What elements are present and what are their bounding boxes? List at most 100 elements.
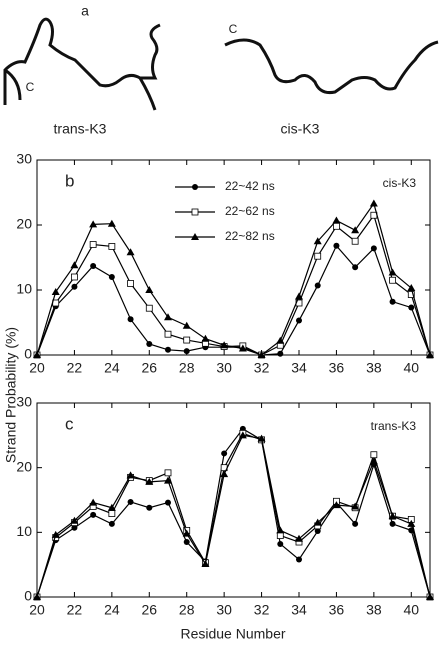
x-tick-label: 36: [329, 360, 345, 376]
marker: [238, 344, 247, 352]
marker: [70, 516, 79, 524]
legend-marker: [192, 184, 198, 190]
marker: [351, 237, 359, 245]
panel-label: a: [81, 3, 89, 19]
x-axis-label: Residue Number: [180, 626, 285, 642]
marker: [426, 593, 434, 600]
marker: [164, 330, 172, 338]
marker: [408, 304, 415, 311]
marker: [51, 287, 60, 295]
annotation: trans-K3: [371, 419, 417, 433]
legend-marker: [191, 233, 199, 240]
marker: [108, 510, 116, 517]
x-tick-label: 40: [403, 602, 419, 618]
y-tick-label: 20: [16, 216, 32, 232]
marker: [277, 350, 284, 357]
x-tick-label: 38: [366, 602, 382, 618]
marker: [108, 274, 115, 280]
cis-structure: [224, 38, 439, 94]
marker: [388, 512, 397, 520]
marker: [89, 241, 97, 248]
marker: [146, 504, 153, 511]
marker: [107, 219, 116, 227]
marker: [295, 292, 303, 300]
marker: [257, 351, 266, 358]
marker: [165, 499, 171, 506]
marker: [389, 298, 396, 305]
marker: [352, 264, 359, 271]
marker: [333, 242, 340, 249]
y-tick-label: 10: [16, 281, 32, 297]
x-tick-label: 34: [291, 360, 307, 376]
x-tick-label: 36: [329, 602, 345, 618]
marker: [71, 283, 78, 290]
caption: cis-K3: [281, 121, 320, 137]
marker: [426, 351, 434, 358]
marker: [90, 262, 97, 269]
marker: [407, 291, 415, 298]
marker: [201, 334, 210, 342]
legend-label: 22~82 ns: [225, 229, 275, 243]
x-tick-label: 22: [67, 360, 83, 376]
marker: [183, 539, 190, 546]
trans-structure: [3, 17, 161, 111]
marker: [332, 216, 341, 224]
marker: [295, 534, 303, 542]
marker: [407, 519, 416, 527]
y-tick-label: 10: [16, 523, 32, 539]
x-tick-label: 32: [254, 360, 270, 376]
marker: [183, 348, 190, 355]
x-tick-label: 38: [366, 360, 382, 376]
marker: [220, 470, 229, 478]
y-tick-label: 30: [16, 394, 32, 410]
marker: [276, 336, 285, 344]
series-line: [36, 432, 431, 598]
marker: [165, 346, 171, 353]
marker: [164, 476, 172, 484]
legend-marker: [191, 208, 199, 216]
x-tick-label: 22: [67, 602, 83, 618]
marker: [89, 498, 98, 506]
marker: [126, 471, 135, 479]
y-axis-label: Strand Probability (%): [3, 327, 19, 463]
marker: [407, 284, 416, 292]
marker: [145, 286, 154, 293]
legend-label: 22~42 ns: [225, 179, 275, 193]
series-line: [36, 434, 431, 598]
marker: [351, 226, 360, 234]
marker: [313, 518, 322, 526]
marker: [332, 501, 341, 509]
marker: [182, 321, 191, 329]
plot-frame: [36, 159, 431, 356]
marker: [183, 336, 191, 344]
series-line: [36, 213, 431, 356]
marker: [164, 313, 172, 321]
marker: [71, 524, 78, 531]
marker: [276, 532, 284, 539]
caption: trans-K3: [54, 121, 107, 137]
marker: [201, 560, 210, 568]
y-tick-label: 0: [24, 588, 32, 604]
marker: [351, 502, 360, 510]
marker: [370, 245, 377, 252]
y-tick-label: 30: [16, 151, 32, 167]
x-tick-label: 32: [254, 602, 270, 618]
marker: [296, 556, 302, 563]
y-tick-label: 0: [24, 346, 32, 362]
marker: [126, 248, 135, 256]
x-tick-label: 24: [104, 360, 120, 376]
marker: [314, 282, 321, 289]
marker: [277, 540, 284, 547]
marker: [221, 450, 228, 457]
x-tick-label: 30: [216, 360, 232, 376]
marker: [70, 261, 79, 269]
legend-label: 22~62 ns: [225, 204, 275, 218]
marker: [220, 341, 229, 349]
y-tick-label: 20: [16, 458, 32, 474]
marker: [33, 351, 41, 358]
marker: [369, 199, 378, 207]
series-line: [36, 244, 431, 356]
marker: [107, 503, 116, 511]
